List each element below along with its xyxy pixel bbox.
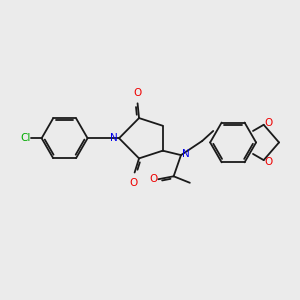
- Text: O: O: [149, 174, 158, 184]
- Text: Cl: Cl: [20, 133, 31, 143]
- Text: O: O: [265, 157, 273, 166]
- Text: O: O: [265, 118, 273, 128]
- Text: N: N: [182, 149, 190, 159]
- Text: O: O: [134, 88, 142, 98]
- Text: O: O: [129, 178, 137, 188]
- Text: N: N: [110, 133, 118, 142]
